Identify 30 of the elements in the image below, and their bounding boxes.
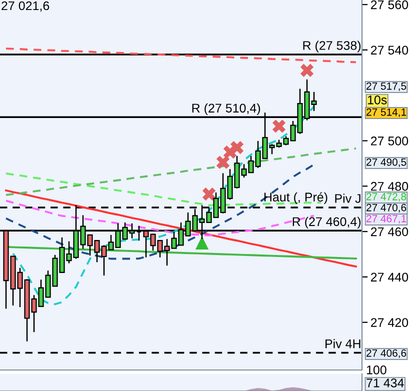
point [202,187,216,201]
ref-line-label: R (27 510,4) [192,103,260,116]
text: 27 490,5 [366,158,406,168]
text: 71 434 [366,378,404,388]
y-tick-label: 27 560 [370,0,408,10]
y-tick-label: 27 420 [370,318,408,327]
ref-line-label: R (27 460,4) [292,216,361,229]
text: 27 517,5 [366,82,406,92]
ref-line-label: R (27 538) [303,40,361,52]
y-tick-label: 27 460 [370,227,408,236]
point [300,64,314,77]
text: 27 406,6 [366,349,406,358]
annotation: 27 021,6 [2,1,50,12]
point [195,236,209,250]
ref-line-label: Piv 4H [326,339,360,348]
point [272,120,286,133]
y-tick-label: 27 480 [370,182,408,191]
text: 27 514,1 [366,108,406,118]
annotation: Haut (, Pré) [264,192,328,204]
text: 27 472,8 [366,192,406,202]
y-tick-label: 27 500 [370,136,408,146]
text: 27 470,6 [366,204,406,213]
text: 10s [368,96,387,104]
ref-line-label: Piv J [335,194,360,203]
point [230,140,244,154]
y-tick-label: 27 440 [370,272,408,282]
y-tick-label: 27 540 [370,46,408,55]
point [216,156,230,169]
text: 100 [366,366,386,374]
text: 27 467,1 [366,214,406,224]
